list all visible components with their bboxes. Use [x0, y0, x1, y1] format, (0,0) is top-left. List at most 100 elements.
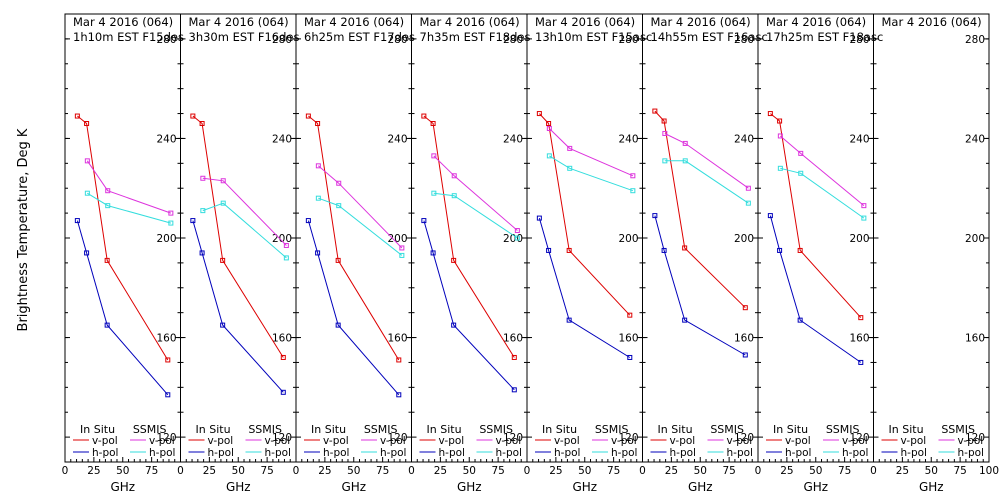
- x-axis-label: GHz: [341, 480, 366, 494]
- panel-8: Mar 4 2016 (064) 120 160 200 240 280 0 25 50 75 10…: [870, 13, 999, 494]
- legend-insitu-header: In Situ: [658, 423, 693, 436]
- y-tick-label: 160: [156, 333, 176, 345]
- data-point: [105, 203, 111, 209]
- data-point: [104, 322, 110, 328]
- legend-insitu-vpol-label: v-pol: [901, 435, 927, 447]
- data-point: [430, 121, 436, 127]
- data-point: [630, 173, 636, 179]
- x-tick-label: 0: [293, 465, 300, 477]
- y-tick-label: 120: [387, 432, 407, 444]
- series-line: [433, 155, 518, 231]
- data-point: [315, 163, 321, 169]
- x-tick-label: 25: [87, 465, 100, 477]
- x-tick-label: 75: [953, 465, 966, 477]
- y-tick-label: 200: [965, 233, 985, 245]
- legend-ssmis-vpol-label: v-pol: [842, 435, 868, 447]
- x-axis-label: GHz: [110, 480, 135, 494]
- data-point: [767, 213, 773, 219]
- x-tick-label: 0: [524, 465, 531, 477]
- series-line: [664, 160, 749, 204]
- y-tick-label: 280: [849, 34, 869, 46]
- panel-subtitle: 17h25m EST F18asc: [766, 30, 883, 44]
- data-point: [315, 250, 321, 256]
- x-tick-label: 50: [116, 465, 129, 477]
- data-point: [451, 173, 457, 179]
- legend-ssmis-header: SSMIS: [710, 423, 744, 436]
- x-tick-label: 50: [578, 465, 591, 477]
- legend-ssmis-vpol-label: v-pol: [611, 435, 637, 447]
- x-tick-label: 75: [607, 465, 620, 477]
- y-tick-label: 200: [156, 233, 176, 245]
- y-tick-label: 240: [387, 133, 407, 145]
- legend-insitu-header: In Situ: [196, 423, 231, 436]
- series-line: [202, 202, 287, 259]
- x-tick-label: 0: [177, 465, 184, 477]
- data-point: [546, 247, 552, 253]
- x-axis-label: GHz: [226, 480, 251, 494]
- x-tick-label: 0: [639, 465, 646, 477]
- data-point: [421, 113, 427, 119]
- data-point: [745, 185, 751, 191]
- data-point: [777, 133, 783, 139]
- y-tick-label: 240: [849, 133, 869, 145]
- y-tick-label: 120: [849, 432, 869, 444]
- x-tick-label: 75: [838, 465, 851, 477]
- data-point: [104, 257, 110, 263]
- y-tick-label: 280: [387, 34, 407, 46]
- data-point: [315, 121, 321, 127]
- x-tick-label: 50: [809, 465, 822, 477]
- panel-subtitle: 13h10m EST F15asc: [535, 30, 652, 44]
- y-tick-label: 280: [734, 34, 754, 46]
- data-point: [742, 352, 748, 358]
- data-point: [421, 218, 427, 224]
- series-line: [654, 215, 746, 356]
- legend-insitu-vpol-label: v-pol: [92, 435, 118, 447]
- data-point: [84, 158, 90, 164]
- panel-title: Mar 4 2016 (064): [420, 15, 520, 29]
- data-point: [280, 389, 286, 395]
- series-line: [318, 197, 403, 256]
- data-point: [745, 200, 751, 206]
- data-point: [858, 359, 864, 365]
- series-line: [307, 220, 400, 396]
- panel-6: Mar 4 2016 (064)14h55m EST F16asc 120 160 2…: [639, 13, 768, 494]
- data-point: [165, 357, 171, 363]
- data-point: [74, 218, 80, 224]
- legend-ssmis-header: SSMIS: [941, 423, 975, 436]
- y-axis-label: Brightness Temperature, Deg K: [16, 128, 31, 331]
- legend-ssmis-hpol-label: h-pol: [149, 447, 175, 459]
- y-tick-label: 240: [503, 133, 523, 145]
- y-tick-label: 200: [849, 233, 869, 245]
- legend-ssmis-header: SSMIS: [133, 423, 167, 436]
- y-tick-label: 240: [734, 133, 754, 145]
- legend-insitu-hpol-label: h-pol: [554, 447, 580, 459]
- data-point: [335, 257, 341, 263]
- legend-ssmis-vpol-label: v-pol: [149, 435, 175, 447]
- data-point: [305, 218, 311, 224]
- x-tick-label: 75: [260, 465, 273, 477]
- panel-7: Mar 4 2016 (064)17h25m EST F18asc 120 160 2…: [755, 13, 883, 494]
- data-point: [566, 247, 572, 253]
- panel-title: Mar 4 2016 (064): [535, 15, 635, 29]
- data-point: [566, 317, 572, 323]
- data-point: [546, 121, 552, 127]
- data-point: [399, 252, 405, 258]
- series-line: [87, 192, 172, 224]
- data-point: [661, 247, 667, 253]
- data-point: [798, 170, 804, 176]
- data-point: [798, 150, 804, 156]
- y-tick-label: 160: [849, 333, 869, 345]
- data-point: [451, 257, 457, 263]
- series-line: [769, 215, 862, 363]
- data-point: [396, 392, 402, 398]
- data-point: [661, 118, 667, 124]
- y-tick-label: 200: [618, 233, 638, 245]
- series-line: [192, 115, 284, 358]
- legend-ssmis-header: SSMIS: [826, 423, 860, 436]
- x-tick-label: 100: [979, 465, 999, 477]
- x-tick-label: 50: [347, 465, 360, 477]
- data-point: [652, 108, 658, 114]
- x-tick-label: 25: [780, 465, 793, 477]
- y-tick-label: 280: [618, 34, 638, 46]
